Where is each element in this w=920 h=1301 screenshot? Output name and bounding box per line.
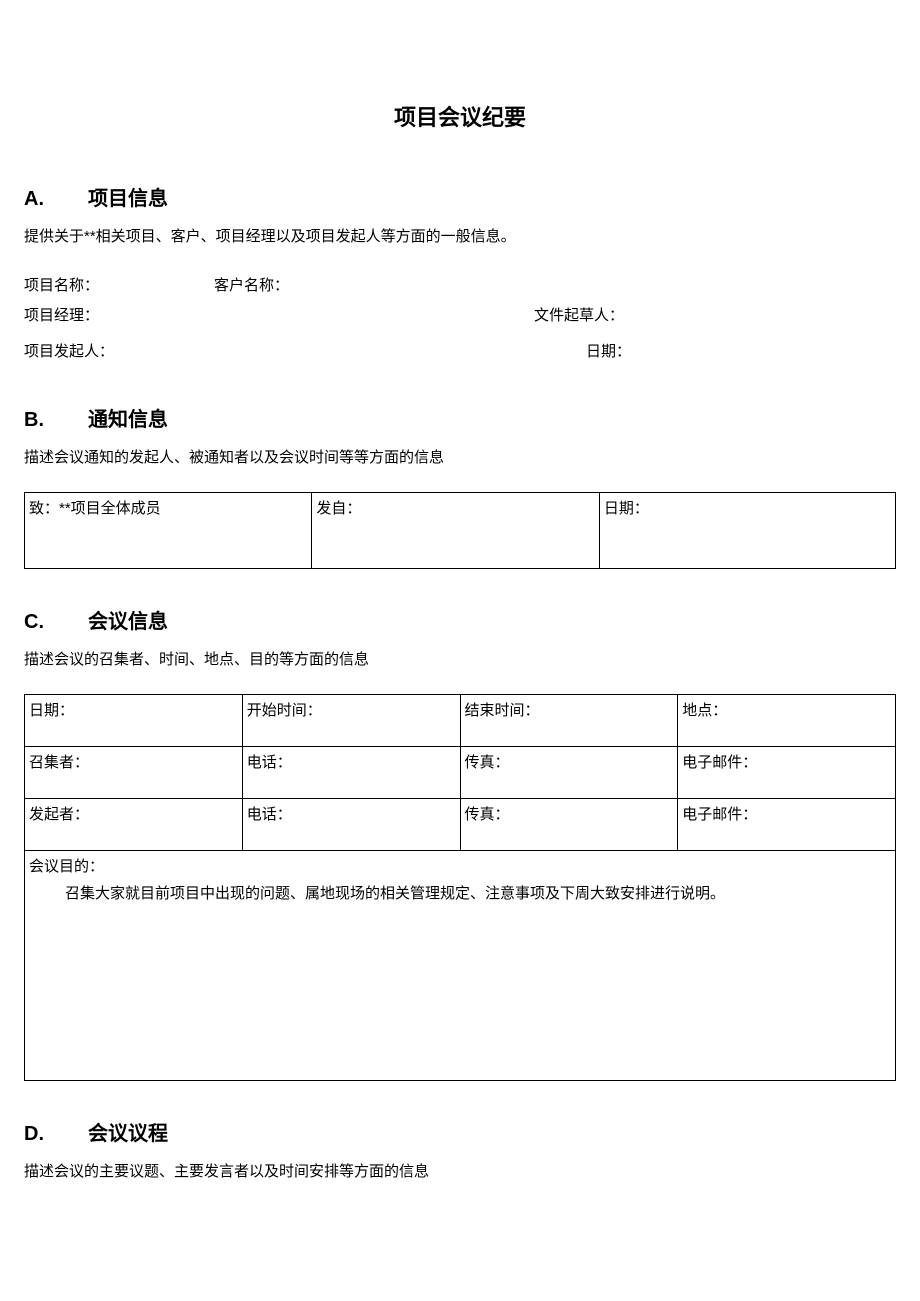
- section-a-heading: A.项目信息: [24, 182, 896, 211]
- table-row: 会议目的： 召集大家就目前项目中出现的问题、属地现场的相关管理规定、注意事项及下…: [25, 851, 896, 1081]
- table-row: 召集者： 电话： 传真： 电子邮件：: [25, 747, 896, 799]
- section-c-title: 会议信息: [88, 611, 168, 633]
- cell-fax: 传真：: [460, 747, 678, 799]
- cell-initiator: 发起者：: [25, 799, 243, 851]
- section-d-title: 会议议程: [88, 1123, 168, 1145]
- cell-email: 电子邮件：: [678, 799, 896, 851]
- field-project-name: 项目名称：: [24, 271, 214, 301]
- section-b-title: 通知信息: [88, 409, 168, 431]
- field-date-a: 日期：: [534, 337, 631, 367]
- field-sponsor: 项目发起人：: [24, 337, 214, 367]
- purpose-body: 召集大家就目前项目中出现的问题、属地现场的相关管理规定、注意事项及下周大致安排进…: [29, 876, 891, 906]
- cell-phone: 电话：: [242, 747, 460, 799]
- purpose-label: 会议目的：: [29, 855, 891, 876]
- section-b-letter: B.: [24, 409, 88, 432]
- cell-end-time: 结束时间：: [460, 695, 678, 747]
- table-row: 日期： 开始时间： 结束时间： 地点：: [25, 695, 896, 747]
- cell-date: 日期：: [25, 695, 243, 747]
- section-c-heading: C.会议信息: [24, 605, 896, 634]
- section-b-desc: 描述会议通知的发起人、被通知者以及会议时间等等方面的信息: [24, 446, 896, 470]
- cell-email: 电子邮件：: [678, 747, 896, 799]
- notice-table: 致：**项目全体成员 发自： 日期：: [24, 492, 896, 569]
- section-b-heading: B.通知信息: [24, 403, 896, 432]
- meeting-info-table: 日期： 开始时间： 结束时间： 地点： 召集者： 电话： 传真： 电子邮件： 发…: [24, 694, 896, 1081]
- section-a-fields: 项目名称： 客户名称： 项目经理： 文件起草人： 项目发起人： 日期：: [24, 271, 896, 367]
- field-drafter: 文件起草人：: [534, 301, 624, 331]
- section-a-title: 项目信息: [88, 188, 168, 210]
- notice-date-cell: 日期：: [599, 493, 895, 569]
- field-project-manager: 项目经理：: [24, 301, 214, 331]
- section-d-letter: D.: [24, 1123, 88, 1146]
- cell-phone: 电话：: [242, 799, 460, 851]
- section-d-heading: D.会议议程: [24, 1117, 896, 1146]
- section-d-desc: 描述会议的主要议题、主要发言者以及时间安排等方面的信息: [24, 1160, 896, 1184]
- document-title: 项目会议纪要: [24, 100, 896, 132]
- section-a-letter: A.: [24, 188, 88, 211]
- cell-convener: 召集者：: [25, 747, 243, 799]
- notice-from-cell: 发自：: [312, 493, 599, 569]
- section-c-letter: C.: [24, 611, 88, 634]
- cell-location: 地点：: [678, 695, 896, 747]
- table-row: 发起者： 电话： 传真： 电子邮件：: [25, 799, 896, 851]
- cell-purpose: 会议目的： 召集大家就目前项目中出现的问题、属地现场的相关管理规定、注意事项及下…: [25, 851, 896, 1081]
- cell-fax: 传真：: [460, 799, 678, 851]
- cell-start-time: 开始时间：: [242, 695, 460, 747]
- field-client-name: 客户名称：: [214, 271, 534, 301]
- notice-to-cell: 致：**项目全体成员: [25, 493, 312, 569]
- section-a-desc: 提供关于**相关项目、客户、项目经理以及项目发起人等方面的一般信息。: [24, 225, 896, 249]
- section-c-desc: 描述会议的召集者、时间、地点、目的等方面的信息: [24, 648, 896, 672]
